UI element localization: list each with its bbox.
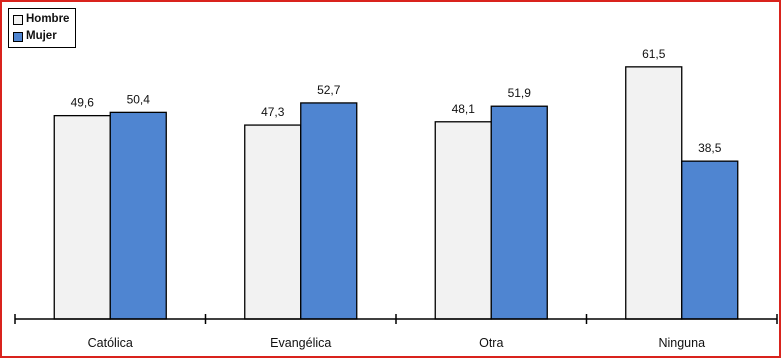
data-label-mujer-2: 51,9 <box>508 86 532 100</box>
x-tick-label-2: Otra <box>479 336 503 350</box>
data-label-hombre-2: 48,1 <box>452 102 476 116</box>
bar-hombre-0 <box>53 114 111 320</box>
data-label-mujer-3: 38,5 <box>698 141 722 155</box>
bar-mujer-0 <box>109 111 167 320</box>
bar-mujer-1 <box>300 102 358 320</box>
data-label-hombre-0: 49,6 <box>71 96 95 110</box>
labels-layer: 49,6 50,4 Católica 47,3 52,7 Evangélica 48,1 51… <box>71 47 722 350</box>
legend: Hombre Mujer <box>8 8 77 48</box>
data-label-hombre-1: 47,3 <box>261 105 285 119</box>
data-label-hombre-3: 61,5 <box>642 47 666 61</box>
bar-mujer-2 <box>490 105 548 320</box>
x-tick-label-3: Ninguna <box>658 336 705 350</box>
bar-mujer-3 <box>681 160 739 320</box>
legend-item-hombre: Hombre <box>13 11 69 28</box>
data-label-mujer-1: 52,7 <box>317 83 341 97</box>
x-tick-label-1: Evangélica <box>270 336 331 350</box>
legend-item-mujer: Mujer <box>13 28 69 45</box>
legend-swatch-hombre <box>13 14 23 25</box>
bar-hombre-1 <box>244 124 302 320</box>
bar-hombre-2 <box>434 121 492 320</box>
bar-hombre-3 <box>625 66 683 320</box>
legend-label-mujer: Mujer <box>26 30 57 42</box>
x-tick-label-0: Católica <box>88 336 133 350</box>
data-label-mujer-0: 50,4 <box>127 92 151 106</box>
x-axis <box>14 314 778 324</box>
bars-layer <box>53 66 739 320</box>
legend-label-hombre: Hombre <box>26 13 70 25</box>
legend-swatch-mujer <box>13 31 23 42</box>
